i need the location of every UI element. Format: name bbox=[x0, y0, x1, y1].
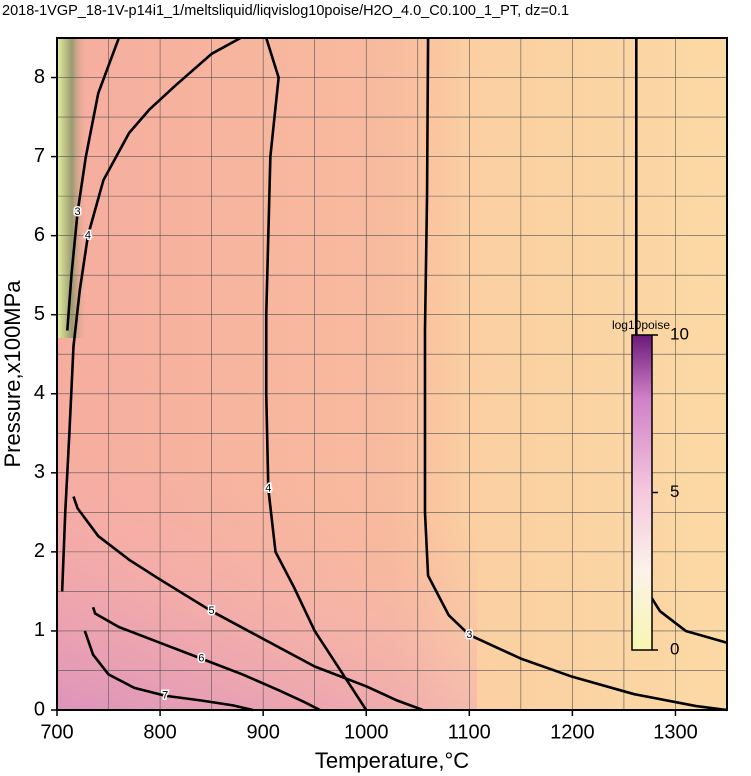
y-tick-label: 0 bbox=[34, 698, 45, 720]
plot-shading bbox=[57, 470, 477, 710]
y-axis-label: Pressure,x100MPa bbox=[0, 280, 25, 468]
y-tick-label: 6 bbox=[34, 224, 45, 246]
contour-line bbox=[72, 496, 424, 712]
grid bbox=[56, 37, 727, 711]
colorbar-axis: 0 5 10 bbox=[652, 324, 689, 658]
colorbar-tick-label: 10 bbox=[670, 324, 689, 343]
contour-label: 3 bbox=[466, 629, 472, 641]
contour-line bbox=[60, 36, 242, 592]
contour-label: 6 bbox=[198, 653, 204, 665]
y-tick-label: 8 bbox=[34, 66, 45, 88]
x-tick-label: 1100 bbox=[448, 721, 491, 743]
contour-line bbox=[83, 630, 254, 712]
plot-frame bbox=[56, 37, 728, 711]
x-tick-label: 700 bbox=[40, 721, 73, 743]
y-tick-label: 1 bbox=[34, 619, 45, 641]
chart-title: 2018-1VGP_18-1V-p14i1_1/meltsliquid/liqv… bbox=[2, 3, 569, 19]
contours: 23445673 bbox=[60, 36, 728, 712]
x-tick-label: 800 bbox=[143, 721, 176, 743]
contour-line bbox=[66, 37, 121, 331]
x-tick-label: 1300 bbox=[653, 721, 698, 743]
colorbar-label: log10poise bbox=[612, 318, 670, 332]
x-tick-label: 1000 bbox=[344, 721, 389, 743]
contour-line bbox=[91, 606, 321, 712]
y-tick-label: 3 bbox=[34, 461, 45, 483]
y-tick-label: 7 bbox=[34, 145, 45, 167]
contour-label: 5 bbox=[209, 605, 215, 617]
contour-line bbox=[423, 37, 728, 712]
contour-label: 3 bbox=[75, 206, 81, 218]
plot-shading bbox=[57, 38, 87, 338]
x-axis-label: Temperature,°C bbox=[315, 748, 469, 773]
x-tick-label: 900 bbox=[246, 721, 279, 743]
colorbar-tick-label: 0 bbox=[670, 639, 679, 658]
y-tick-label: 5 bbox=[34, 303, 45, 325]
y-tick-label: 4 bbox=[34, 382, 45, 404]
contour-line bbox=[264, 37, 368, 711]
y-tick-label: 2 bbox=[34, 540, 45, 562]
colorbar-tick-label: 5 bbox=[670, 482, 679, 501]
contour-label: 7 bbox=[162, 690, 168, 702]
contour-label: 4 bbox=[265, 483, 271, 495]
x-tick-label: 1200 bbox=[550, 721, 595, 743]
colorbar bbox=[631, 334, 653, 651]
contour-label: 4 bbox=[85, 230, 91, 242]
